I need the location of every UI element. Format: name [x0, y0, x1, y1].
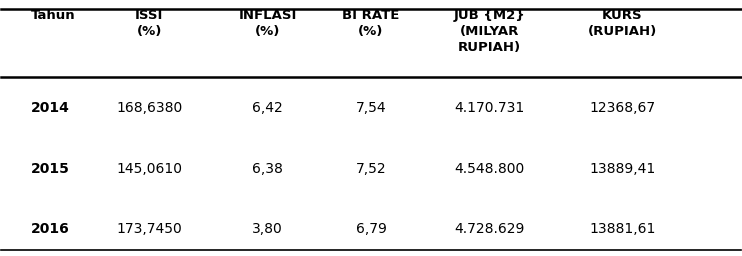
Text: 6,79: 6,79	[355, 222, 387, 236]
Text: 6,38: 6,38	[252, 162, 283, 176]
Text: 7,52: 7,52	[355, 162, 387, 176]
Text: KURS
(RUPIAH): KURS (RUPIAH)	[588, 9, 657, 38]
Text: JUB {M2}
(MILYAR
RUPIAH): JUB {M2} (MILYAR RUPIAH)	[453, 9, 525, 54]
Text: 13889,41: 13889,41	[589, 162, 655, 176]
Text: ISSI
(%): ISSI (%)	[135, 9, 163, 38]
Text: 3,80: 3,80	[252, 222, 283, 236]
Text: 7,54: 7,54	[355, 101, 387, 115]
Text: 4.548.800: 4.548.800	[454, 162, 525, 176]
Text: 2015: 2015	[31, 162, 70, 176]
Text: 2016: 2016	[31, 222, 70, 236]
Text: INFLASI
(%): INFLASI (%)	[238, 9, 297, 38]
Text: 2014: 2014	[31, 101, 70, 115]
Text: 13881,61: 13881,61	[589, 222, 655, 236]
Text: 6,42: 6,42	[252, 101, 283, 115]
Text: 12368,67: 12368,67	[589, 101, 655, 115]
Text: 4.728.629: 4.728.629	[454, 222, 525, 236]
Text: 4.170.731: 4.170.731	[454, 101, 525, 115]
Text: 145,0610: 145,0610	[116, 162, 183, 176]
Text: 173,7450: 173,7450	[116, 222, 182, 236]
Text: BI RATE
(%): BI RATE (%)	[342, 9, 400, 38]
Text: 168,6380: 168,6380	[116, 101, 183, 115]
Text: Tahun: Tahun	[31, 9, 76, 22]
